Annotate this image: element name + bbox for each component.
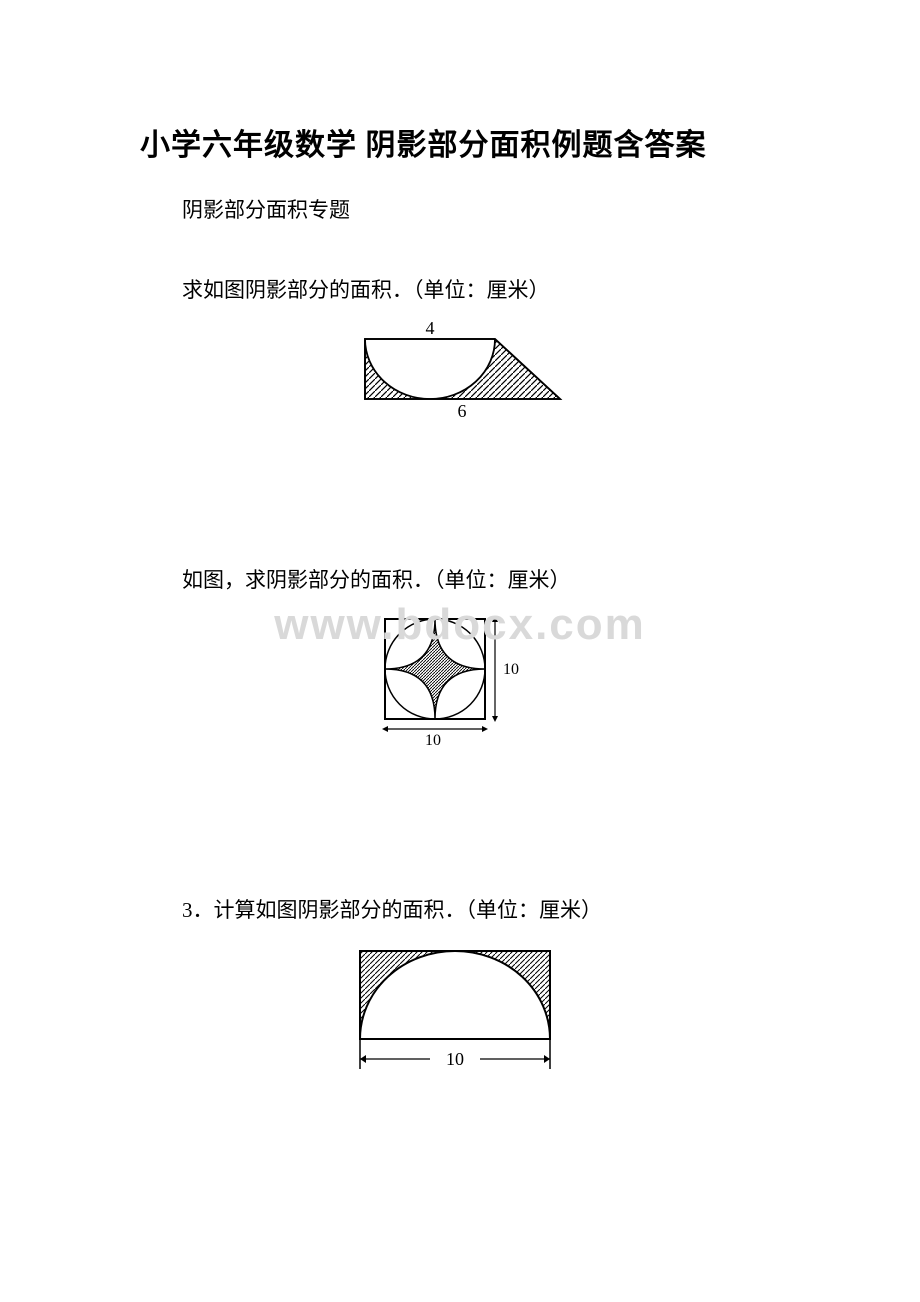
figure-2-right-label: 10 [503, 661, 519, 678]
page-title: 小学六年级数学 阴影部分面积例题含答案 [140, 120, 780, 164]
figure-1-top-label: 4 [426, 319, 435, 338]
figure-2-svg: 10 10 [375, 609, 545, 749]
figure-2-container: 10 10 [140, 609, 780, 754]
subtitle-text: 阴影部分面积专题 [140, 194, 780, 224]
figure-1-bottom-label: 6 [458, 401, 467, 419]
figure-3-svg: 10 [340, 939, 580, 1089]
question-2-text: 如图，求阴影部分的面积．（单位：厘米） [140, 564, 780, 594]
figure-1-svg: 4 6 [345, 319, 575, 419]
question-1-text: 求如图阴影部分的面积．（单位：厘米） [140, 274, 780, 304]
figure-3-width-label: 10 [446, 1049, 464, 1069]
question-3-text: 3．计算如图阴影部分的面积．（单位：厘米） [140, 894, 780, 924]
figure-2-bottom-label: 10 [425, 732, 441, 749]
figure-1-container: 4 6 [140, 319, 780, 424]
figure-3-container: 10 [140, 939, 780, 1094]
